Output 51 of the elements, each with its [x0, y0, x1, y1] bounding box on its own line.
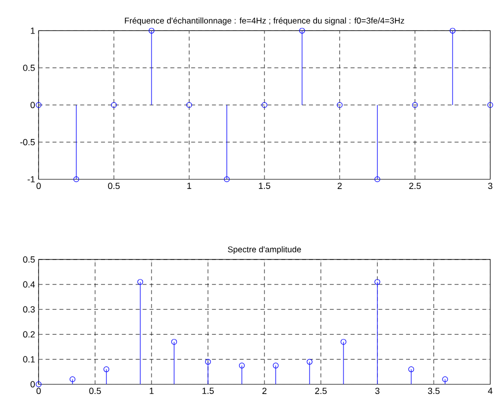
point — [262, 102, 268, 108]
x-tick-label: 0 — [36, 388, 41, 394]
point — [374, 176, 380, 182]
point — [272, 362, 279, 368]
y-tick-label: -1 — [28, 176, 35, 182]
point — [299, 28, 305, 34]
x-tick-label: 2.5 — [315, 388, 327, 394]
y-tick-label: 0.5 — [23, 256, 35, 263]
point — [408, 366, 414, 372]
y-tick-label: 0 — [30, 381, 35, 388]
x-tick-label: 4 — [488, 388, 492, 394]
point — [171, 338, 177, 345]
point — [137, 279, 144, 285]
x-tick-label: 3 — [375, 388, 380, 394]
point — [340, 338, 346, 345]
x-tick-label: 1.5 — [258, 182, 270, 189]
point — [336, 102, 343, 108]
point — [148, 28, 154, 34]
chart-title: Spectre d'amplitude — [228, 246, 301, 254]
point — [186, 102, 192, 108]
y-tick-label: 0.4 — [23, 281, 35, 288]
x-tick-label: 0 — [36, 182, 41, 189]
point — [70, 376, 76, 382]
x-tick-label: 3.5 — [428, 388, 440, 394]
x-tick-label: 0.5 — [89, 388, 101, 394]
y-tick-label: 0.1 — [23, 356, 35, 362]
point — [73, 176, 80, 182]
point — [111, 102, 117, 108]
x-tick-label: 0.5 — [108, 182, 120, 189]
point — [412, 102, 418, 108]
y-tick-label: 0.3 — [23, 306, 35, 313]
x-tick-label: 1 — [150, 388, 154, 394]
point — [238, 362, 245, 368]
point — [205, 358, 211, 365]
point — [450, 28, 456, 34]
x-tick-label: 2 — [338, 182, 342, 189]
x-tick-label: 1 — [187, 182, 192, 189]
chart-title: Fréquence d'échantillonnage : fe=4Hz ; fréquence du signal : f0=3fe/4=3Hz — [124, 17, 404, 26]
x-tick-label: 2.5 — [409, 182, 421, 189]
y-tick-label: -0.5 — [20, 138, 35, 146]
point — [224, 176, 230, 182]
y-tick-label: 0.2 — [23, 331, 35, 338]
point — [306, 358, 312, 365]
point — [104, 366, 110, 372]
x-tick-label: 3 — [488, 182, 492, 189]
y-tick-label: 0.5 — [23, 64, 35, 71]
point — [374, 279, 380, 285]
x-tick-label: 1.5 — [202, 388, 214, 394]
x-tick-label: 2 — [262, 388, 266, 394]
y-tick-label: 0 — [30, 102, 35, 108]
y-tick-label: 1 — [30, 28, 35, 34]
